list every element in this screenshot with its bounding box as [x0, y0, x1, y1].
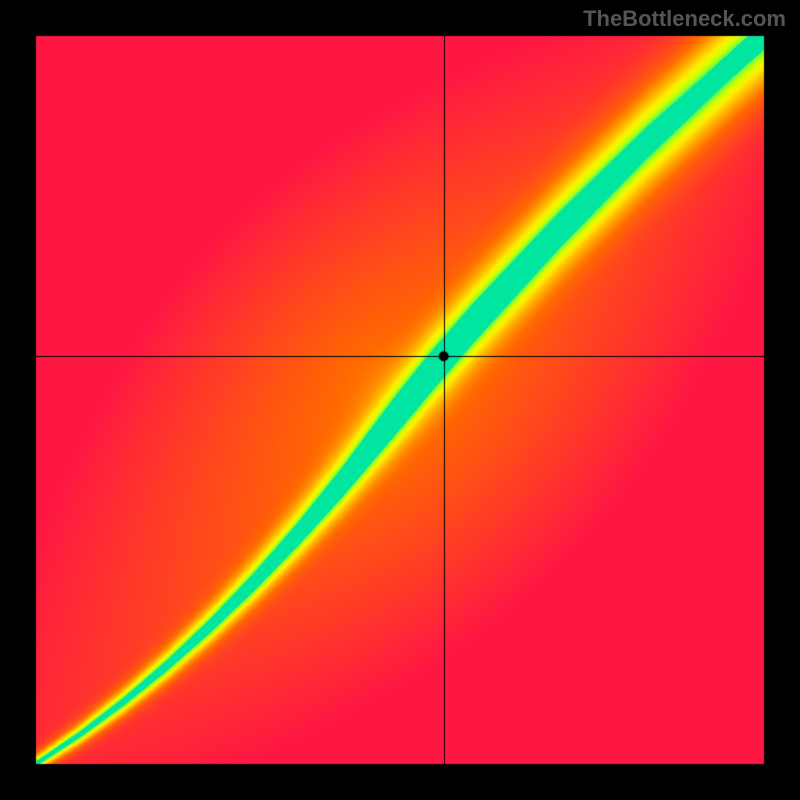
watermark-text: TheBottleneck.com [583, 6, 786, 32]
chart-container: TheBottleneck.com [0, 0, 800, 800]
bottleneck-heatmap [0, 0, 800, 800]
